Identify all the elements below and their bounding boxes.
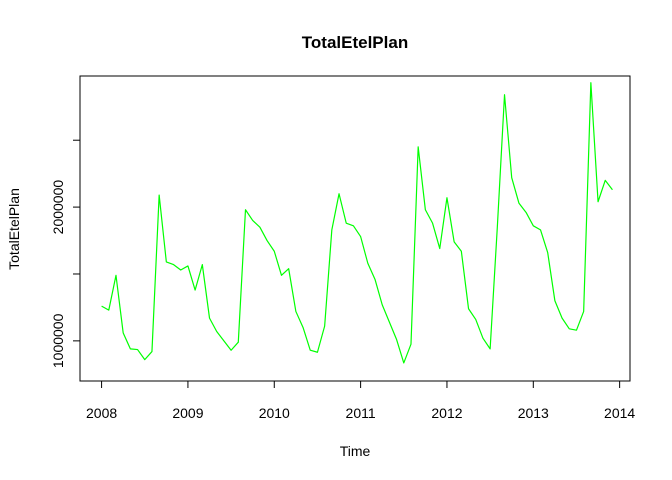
y-axis: 1000000 2000000 <box>50 139 81 368</box>
x-tick-label: 2014 <box>604 405 635 421</box>
x-tick-label: 2011 <box>346 405 376 421</box>
x-tick-label: 2008 <box>86 405 117 421</box>
x-tick-label: 2013 <box>518 405 549 421</box>
x-axis-label: Time <box>340 443 371 459</box>
x-tick-label: 2009 <box>172 405 203 421</box>
x-tick-label: 2010 <box>259 405 290 421</box>
y-tick-label: 1000000 <box>50 313 66 368</box>
x-axis: 2008 2009 2010 2011 2012 2013 2014 <box>86 380 635 421</box>
y-tick-label: 2000000 <box>50 180 66 235</box>
x-tick-label: 2012 <box>431 405 462 421</box>
chart-title: TotalEtelPlan <box>302 33 408 52</box>
series-line <box>101 82 613 364</box>
series-layer <box>101 82 613 364</box>
y-axis-label: TotalEtelPlan <box>6 188 22 270</box>
